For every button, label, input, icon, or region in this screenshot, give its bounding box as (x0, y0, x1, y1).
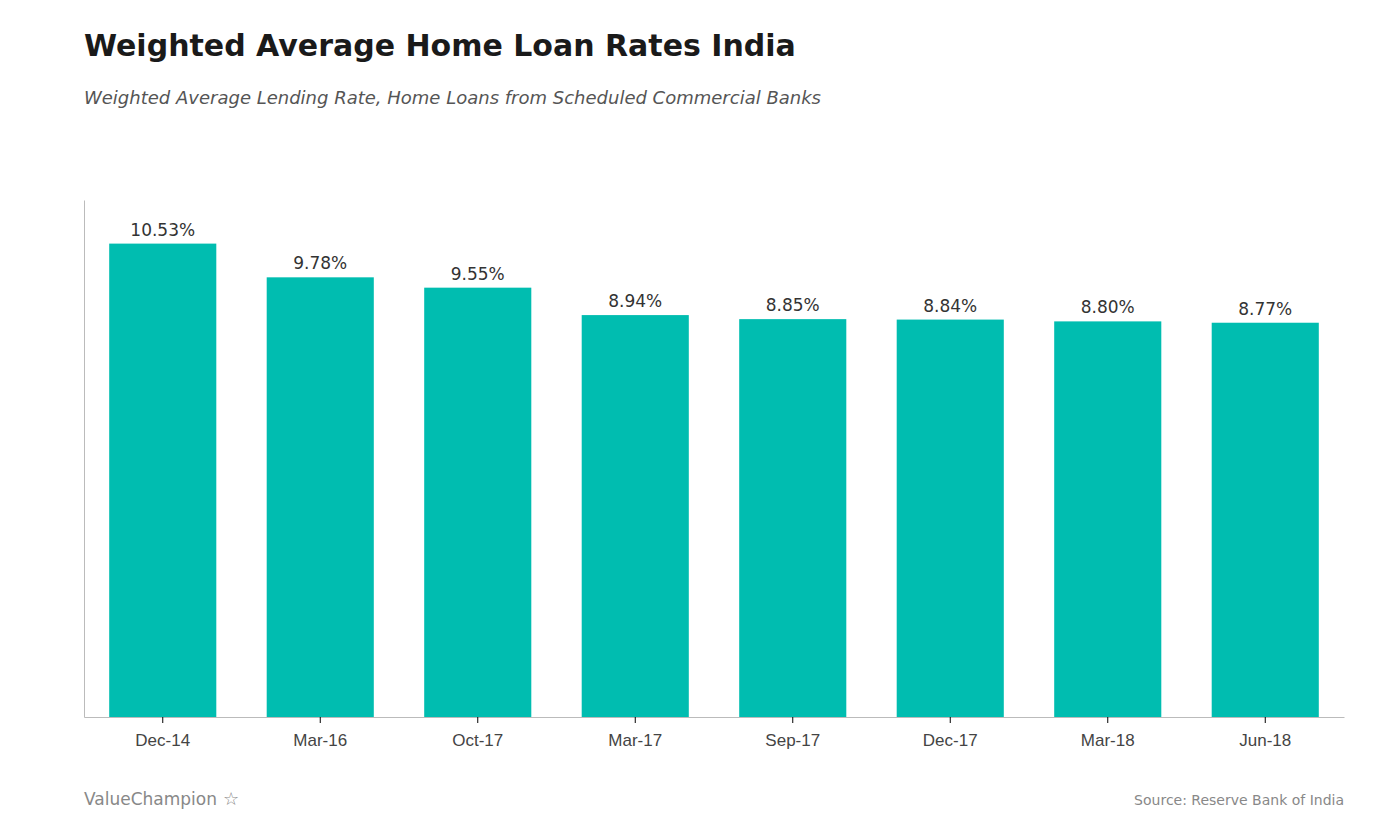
brand-text: ValueChampion (84, 789, 217, 809)
data-label: 8.85% (766, 295, 820, 315)
x-tick-mark (162, 717, 163, 723)
title: Weighted Average Home Loan Rates India (84, 28, 796, 63)
x-tick-label: Oct-17 (452, 731, 503, 750)
source-text: Source: Reserve Bank of India (1134, 792, 1344, 808)
data-label: 8.84% (923, 296, 977, 316)
x-tick: Dec-14 (135, 717, 190, 750)
annotations: Source: Reserve Bank of India ValueChampi… (84, 788, 1344, 809)
x-tick: Sep-17 (765, 717, 820, 750)
bar (109, 244, 216, 717)
x-tick: Dec-17 (923, 717, 978, 750)
bar (897, 320, 1004, 717)
x-tick-label: Dec-17 (923, 731, 978, 750)
x-tick-mark (1265, 717, 1266, 723)
x-tick: Jun-18 (1239, 717, 1291, 750)
x-tick: Mar-16 (293, 717, 347, 750)
x-tick-mark (792, 717, 793, 723)
bar (1054, 321, 1161, 717)
x-tick-label: Mar-16 (293, 731, 347, 750)
bar (424, 288, 531, 717)
data-label: 10.53% (130, 220, 195, 240)
bar (1212, 323, 1319, 717)
x-tick-mark (477, 717, 478, 723)
x-axis: Dec-14 Mar-16 Oct-17 Mar-17 Sep-17 Dec-17 Mar-… (85, 717, 1345, 750)
x-tick-label: Dec-14 (135, 731, 190, 750)
y-axis (84, 201, 85, 718)
data-label: 9.78% (293, 253, 347, 273)
y-axis-line (84, 201, 85, 718)
data-label: 8.77% (1238, 299, 1292, 319)
data-label: 9.55% (451, 264, 505, 284)
data-labels: 10.53% 9.78% 9.55% 8.94% 8.85% 8.84% 8.80% 8.77… (130, 220, 1292, 319)
x-tick-mark (950, 717, 951, 723)
x-tick-label: Mar-18 (1081, 731, 1135, 750)
x-tick-mark (320, 717, 321, 723)
data-label: 8.80% (1081, 297, 1135, 317)
x-tick-label: Jun-18 (1239, 731, 1291, 750)
x-tick: Mar-18 (1081, 717, 1135, 750)
subtitle: Weighted Average Lending Rate, Home Loan… (84, 87, 821, 108)
x-tick: Mar-17 (608, 717, 662, 750)
x-tick-label: Sep-17 (765, 731, 820, 750)
data-label: 8.94% (608, 291, 662, 311)
x-axis-line (85, 717, 1345, 718)
brand-star: ☆ (223, 788, 239, 809)
bar (267, 277, 374, 717)
chart: Weighted Average Home Loan Rates India We… (0, 0, 1400, 827)
plot-area (109, 244, 1319, 717)
x-tick-label: Mar-17 (608, 731, 662, 750)
x-tick-mark (635, 717, 636, 723)
x-tick: Oct-17 (452, 717, 503, 750)
bar (739, 319, 846, 717)
bar (582, 315, 689, 717)
x-tick-mark (1107, 717, 1108, 723)
